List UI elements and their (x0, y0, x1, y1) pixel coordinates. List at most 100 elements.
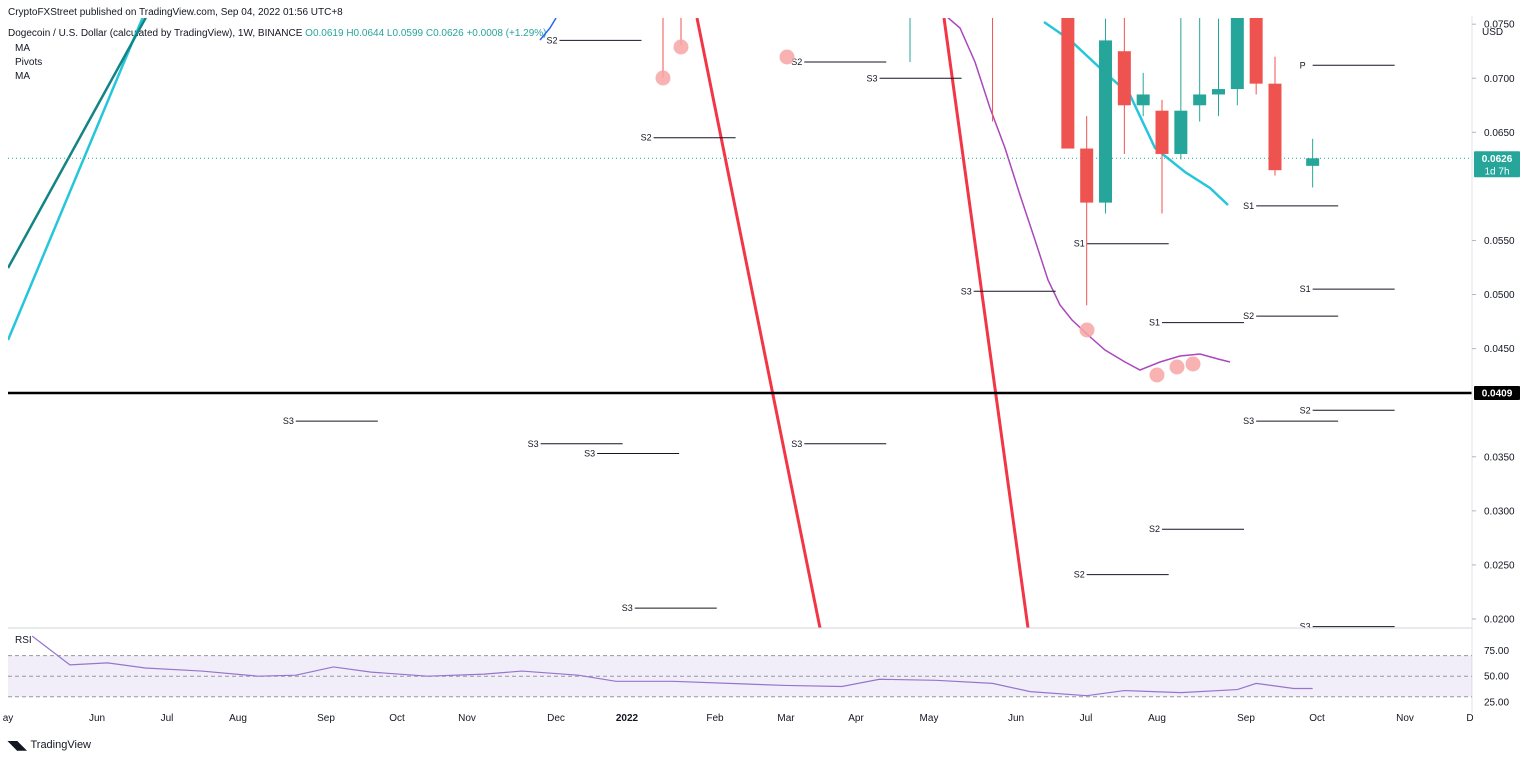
pivot-label: S2 (641, 133, 652, 143)
pivot-label: S3 (622, 603, 633, 613)
signal-marker (673, 39, 689, 55)
tradingview-logo-icon: ◥◣ (8, 738, 27, 752)
y-tick-label: 0.0700 (1484, 74, 1515, 85)
pivot-label: P (1300, 60, 1306, 70)
x-tick-label: Sep (317, 713, 335, 724)
y-tick-label: 0.0750 (1484, 20, 1515, 31)
candle-up (1136, 94, 1150, 106)
pivot-label: S3 (867, 73, 878, 83)
x-tick-label: Aug (229, 713, 247, 724)
candle-down (1080, 148, 1094, 203)
pivot-label: S3 (528, 439, 539, 449)
y-tick-label: 0.0500 (1484, 290, 1515, 301)
pivot-label: R1 (1243, 0, 1255, 2)
x-tick-label: D (1466, 713, 1473, 724)
indicator-pivots[interactable]: Pivots (15, 57, 43, 68)
countdown-label: 1d 7h (1484, 166, 1509, 177)
rsi-title: RSI (15, 635, 32, 646)
tradingview-brand[interactable]: ◥◣ TradingView (8, 738, 91, 752)
ohlc-change: +0.0008 (+1.29%) (466, 28, 547, 39)
signal-marker (655, 70, 671, 86)
ohlc-open: O0.0619 (305, 28, 344, 39)
ma-purple-line (947, 18, 1231, 371)
indicator-ma-2[interactable]: MA (15, 71, 30, 82)
signal-marker (1185, 356, 1201, 372)
candle-up (1230, 18, 1244, 90)
pivot-label: S3 (961, 286, 972, 296)
y-tick-label: 0.0300 (1484, 506, 1515, 517)
rsi-tick-label: 50.00 (1484, 672, 1509, 683)
ma-blue-line (539, 18, 557, 41)
x-tick-label: Nov (458, 713, 476, 724)
price-label: 0.0626 (1482, 154, 1513, 165)
symbol-line: Dogecoin / U.S. Dollar (calculated by Tr… (8, 27, 547, 41)
pivot-label: S3 (283, 416, 294, 426)
pivot-label: S2 (1243, 311, 1254, 321)
indicator-ma-1[interactable]: MA (15, 43, 30, 54)
currency-label: USD (1482, 27, 1503, 38)
x-tick-label: Jun (89, 713, 105, 724)
signal-marker (779, 49, 795, 65)
y-tick-label: 0.0200 (1484, 615, 1515, 626)
x-tick-label: Oct (1309, 713, 1325, 724)
pivot-label: S1 (1074, 239, 1085, 249)
x-tick-label: Mar (777, 713, 795, 724)
x-tick-label: Jul (161, 713, 174, 724)
rsi-tick-label: 75.00 (1484, 646, 1509, 657)
trendline-teal (8, 18, 148, 269)
rsi-tick-label: 25.00 (1484, 697, 1509, 708)
price-label: 0.0409 (1482, 388, 1513, 399)
price-label-box (1474, 385, 1520, 400)
pivot-label: S3 (1243, 416, 1254, 426)
pivot-label: S2 (791, 57, 802, 67)
trendline-red-1 (695, 18, 822, 628)
signal-marker (1079, 322, 1095, 338)
trendline-red-2 (942, 18, 1030, 628)
pivot-label: S2 (546, 35, 557, 45)
candle-up (1212, 89, 1225, 95)
x-tick-label: Dec (547, 713, 565, 724)
candle-down (1268, 83, 1282, 171)
y-tick-label: 0.0450 (1484, 344, 1515, 355)
signal-marker (1169, 359, 1185, 375)
x-tick-label: Nov (1396, 713, 1414, 724)
candle-down (1117, 51, 1131, 106)
ma-cyan-line-right (1043, 20, 1229, 206)
pivot-label: S1 (1300, 284, 1311, 294)
x-tick-label: Apr (848, 713, 864, 724)
y-tick-label: 0.0550 (1484, 236, 1515, 247)
symbol-name: Dogecoin / U.S. Dollar (calculated by Tr… (8, 28, 303, 39)
x-tick-label: Feb (706, 713, 724, 724)
candle-up (1174, 110, 1188, 154)
candle-up (1193, 94, 1207, 106)
pivot-label: S2 (1149, 524, 1160, 534)
candle-down (1249, 18, 1263, 84)
y-tick-label: 0.0650 (1484, 128, 1515, 139)
pivot-label: S2 (1300, 405, 1311, 415)
ohlc-high: H0.0644 (346, 28, 385, 39)
candle-down (1155, 110, 1169, 154)
pivot-label: S3 (1300, 622, 1311, 632)
brand-label: TradingView (30, 739, 92, 751)
candle-up (1306, 158, 1320, 166)
x-tick-label: Sep (1237, 713, 1255, 724)
ohlc-low: L0.0599 (386, 28, 424, 39)
y-tick-label: 0.0350 (1484, 452, 1515, 463)
publisher-line: CryptoFXStreet published on TradingView.… (8, 7, 343, 18)
candle-down (1061, 18, 1075, 149)
x-tick-label: Oct (389, 713, 405, 724)
pivot-label: S3 (791, 439, 802, 449)
pivot-label: S1 (1149, 318, 1160, 328)
rsi-line (31, 635, 1313, 697)
x-tick-label: 2022 (616, 713, 639, 724)
pivot-label: S3 (584, 449, 595, 459)
ohlc-close: C0.0626 (425, 28, 464, 39)
pivot-label: S2 (1074, 570, 1085, 580)
candle-up (1099, 40, 1113, 203)
price-label-box (1474, 151, 1520, 178)
x-tick-label: Jun (1008, 713, 1024, 724)
pivot-label: S1 (1243, 201, 1254, 211)
x-tick-label: ay (3, 713, 14, 724)
x-tick-label: Aug (1148, 713, 1166, 724)
